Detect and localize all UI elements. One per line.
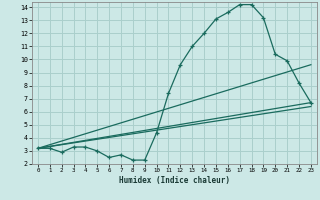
X-axis label: Humidex (Indice chaleur): Humidex (Indice chaleur): [119, 176, 230, 185]
